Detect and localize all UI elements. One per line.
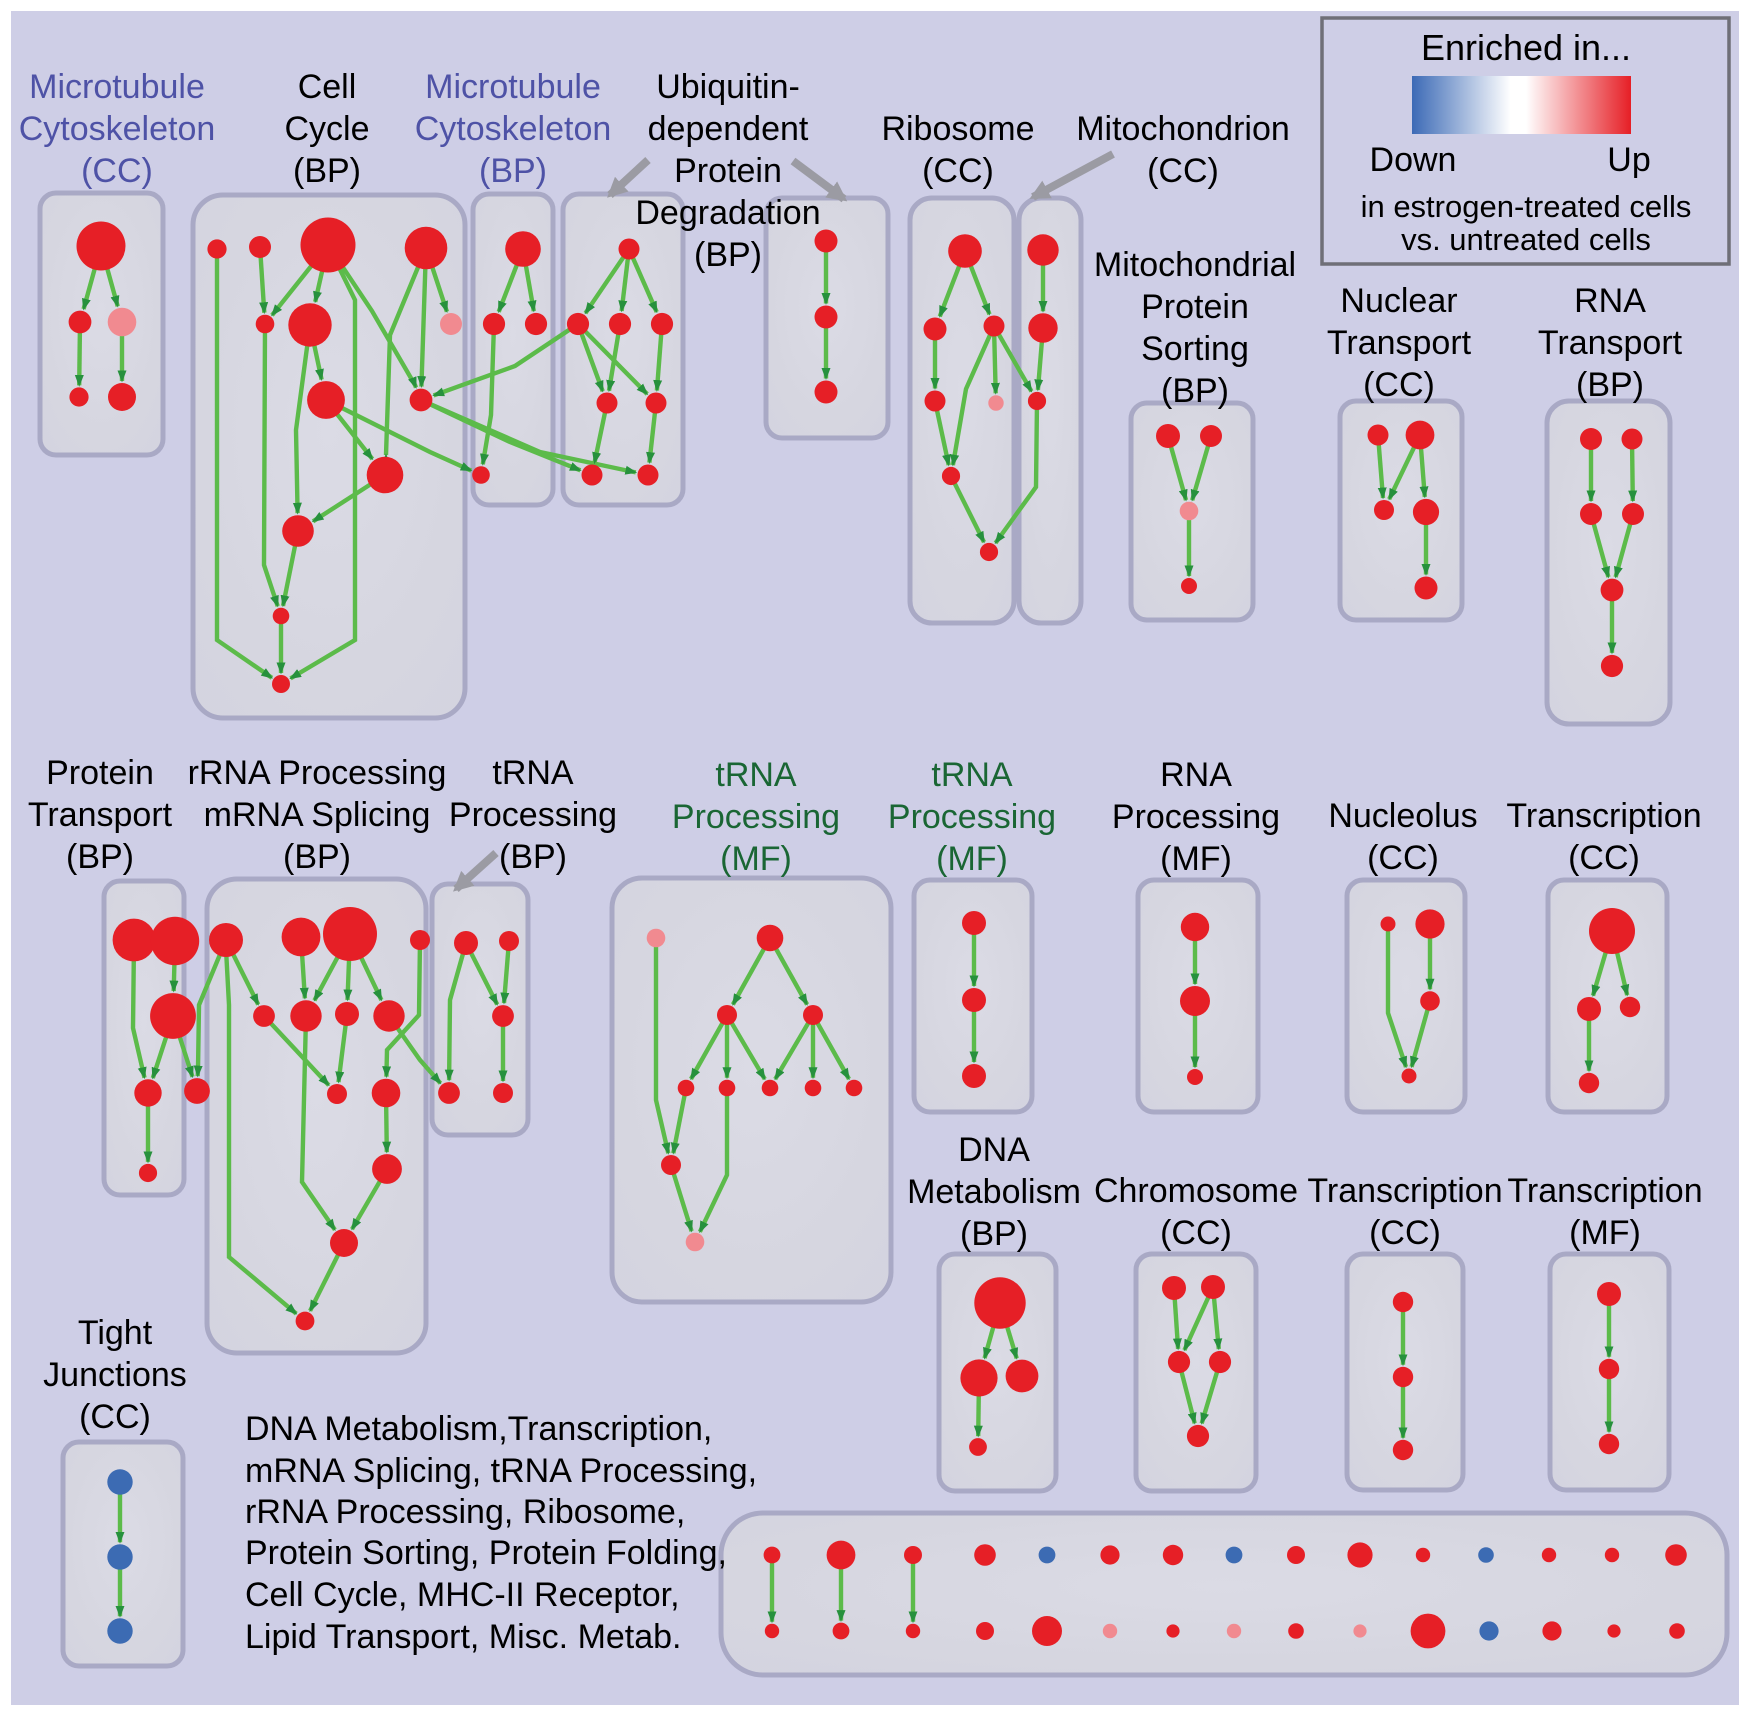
svg-text:Sorting: Sorting (1141, 330, 1249, 368)
svg-text:(CC): (CC) (1367, 839, 1439, 877)
svg-text:Ribosome: Ribosome (881, 110, 1034, 148)
svg-text:tRNA: tRNA (715, 756, 797, 794)
svg-text:Transport: Transport (28, 796, 173, 834)
svg-text:Lipid Transport, Misc. Metab.: Lipid Transport, Misc. Metab. (245, 1618, 682, 1656)
svg-text:(CC): (CC) (1147, 152, 1219, 190)
svg-text:Transport: Transport (1538, 324, 1683, 362)
svg-text:RNA: RNA (1160, 756, 1232, 794)
svg-text:tRNA: tRNA (931, 756, 1013, 794)
svg-text:Transport: Transport (1327, 324, 1472, 362)
svg-text:(BP): (BP) (499, 838, 567, 876)
svg-text:(BP): (BP) (960, 1215, 1028, 1253)
svg-text:(BP): (BP) (283, 838, 351, 876)
svg-text:Ubiquitin-: Ubiquitin- (656, 68, 800, 106)
svg-text:Tight: Tight (78, 1314, 153, 1352)
svg-text:Enriched in...: Enriched in... (1421, 27, 1631, 68)
svg-text:Degradation: Degradation (635, 194, 820, 232)
svg-text:Metabolism: Metabolism (907, 1173, 1081, 1211)
svg-text:(MF): (MF) (1569, 1214, 1641, 1252)
svg-text:(BP): (BP) (694, 236, 762, 274)
svg-text:Protein: Protein (46, 754, 154, 792)
svg-text:Protein: Protein (1141, 288, 1249, 326)
svg-text:(BP): (BP) (479, 152, 547, 190)
svg-text:Transcription: Transcription (1506, 797, 1701, 835)
svg-text:Cell: Cell (298, 68, 357, 106)
svg-text:Cytoskeleton: Cytoskeleton (415, 110, 612, 148)
svg-text:Protein: Protein (674, 152, 782, 190)
svg-text:mRNA Splicing: mRNA Splicing (204, 796, 431, 834)
svg-text:DNA Metabolism,Transcription,: DNA Metabolism,Transcription, (245, 1410, 712, 1448)
svg-text:(BP): (BP) (66, 838, 134, 876)
svg-text:(MF): (MF) (1160, 840, 1232, 878)
svg-text:(CC): (CC) (1363, 366, 1435, 404)
svg-text:Nucleolus: Nucleolus (1328, 797, 1477, 835)
svg-text:Processing: Processing (672, 798, 840, 836)
svg-text:Cell Cycle, MHC-II Receptor,: Cell Cycle, MHC-II Receptor, (245, 1576, 680, 1614)
svg-text:Down: Down (1370, 141, 1457, 179)
svg-text:dependent: dependent (648, 110, 809, 148)
svg-text:Protein Sorting, Protein Foldi: Protein Sorting, Protein Folding, (245, 1534, 727, 1572)
svg-text:rRNA Processing, Ribosome,: rRNA Processing, Ribosome, (245, 1493, 685, 1531)
svg-text:(CC): (CC) (1568, 839, 1640, 877)
svg-text:DNA: DNA (958, 1131, 1030, 1169)
svg-text:Microtubule: Microtubule (425, 68, 601, 106)
svg-text:rRNA Processing: rRNA Processing (188, 754, 447, 792)
svg-text:(BP): (BP) (1576, 366, 1644, 404)
svg-text:Cycle: Cycle (284, 110, 369, 148)
svg-text:(BP): (BP) (1161, 372, 1229, 410)
svg-text:(CC): (CC) (81, 152, 153, 190)
svg-text:(BP): (BP) (293, 152, 361, 190)
svg-text:Transcription: Transcription (1507, 1172, 1702, 1210)
svg-text:in estrogen-treated cells: in estrogen-treated cells (1361, 189, 1692, 224)
svg-text:Processing: Processing (888, 798, 1056, 836)
svg-text:Processing: Processing (1112, 798, 1280, 836)
svg-text:(MF): (MF) (936, 840, 1008, 878)
svg-text:(CC): (CC) (922, 152, 994, 190)
svg-text:Cytoskeleton: Cytoskeleton (19, 110, 216, 148)
svg-text:Mitochondrial: Mitochondrial (1094, 246, 1296, 284)
svg-text:Transcription: Transcription (1307, 1172, 1502, 1210)
svg-text:tRNA: tRNA (492, 754, 574, 792)
svg-text:(CC): (CC) (1160, 1214, 1232, 1252)
svg-text:Chromosome: Chromosome (1094, 1172, 1298, 1210)
svg-text:(MF): (MF) (720, 840, 792, 878)
svg-text:Nuclear: Nuclear (1340, 282, 1457, 320)
svg-text:RNA: RNA (1574, 282, 1646, 320)
svg-text:(CC): (CC) (1369, 1214, 1441, 1252)
svg-text:Mitochondrion: Mitochondrion (1076, 110, 1290, 148)
svg-text:Microtubule: Microtubule (29, 68, 205, 106)
svg-text:(CC): (CC) (79, 1398, 151, 1436)
svg-text:Up: Up (1607, 141, 1650, 179)
svg-text:mRNA Splicing, tRNA Processing: mRNA Splicing, tRNA Processing, (245, 1452, 757, 1490)
svg-text:Processing: Processing (449, 796, 617, 834)
svg-text:Junctions: Junctions (43, 1356, 187, 1394)
svg-text:vs. untreated cells: vs. untreated cells (1401, 222, 1651, 257)
